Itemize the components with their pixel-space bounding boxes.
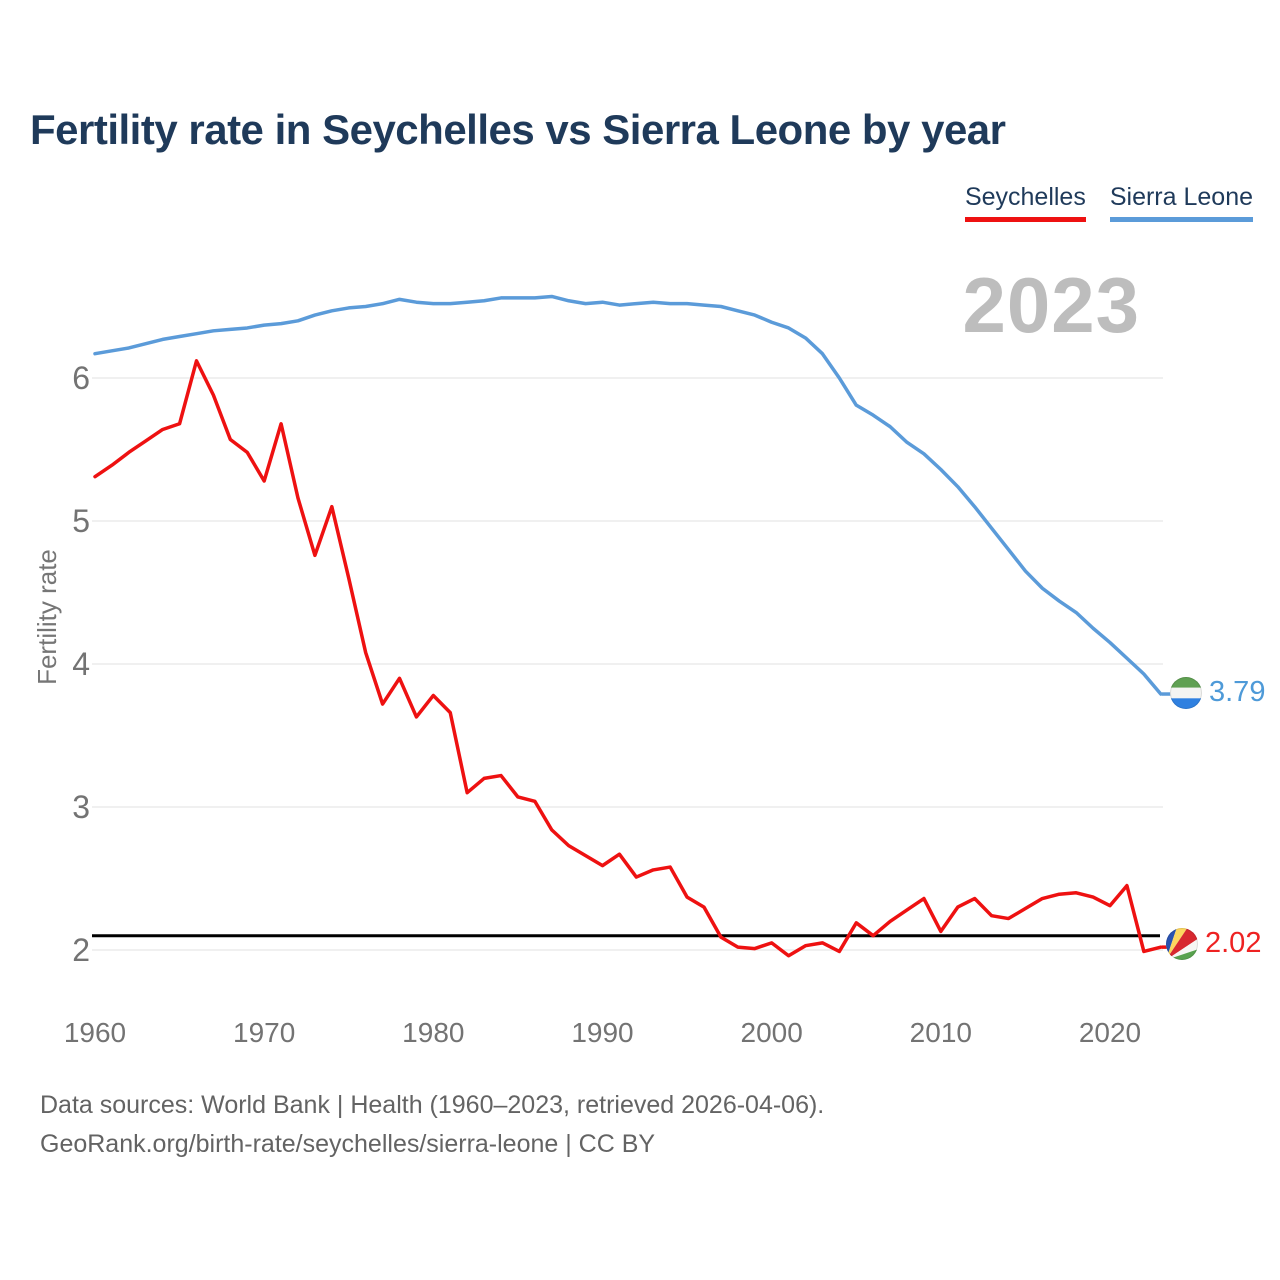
legend-label-seychelles: Seychelles <box>964 183 1086 211</box>
legend-label-sierra-leone: Sierra Leone <box>1109 183 1253 211</box>
y-tick-label-4: 4 <box>72 646 90 682</box>
end-label-sierra-leone: 3.79 <box>1170 676 1265 709</box>
x-tick-label-1960: 1960 <box>64 1017 126 1048</box>
end-label-seychelles: 2.02 <box>1166 927 1261 960</box>
legend-item-sierra-leone[interactable]: Sierra Leone <box>1109 183 1253 222</box>
x-tick-label-1980: 1980 <box>402 1017 464 1048</box>
x-tick-label-2010: 2010 <box>910 1017 972 1048</box>
source-line-2: GeoRank.org/birth-rate/seychelles/sierra… <box>40 1130 656 1158</box>
legend-item-seychelles[interactable]: Seychelles <box>964 183 1086 222</box>
legend: Seychelles Sierra Leone <box>964 183 1253 222</box>
x-tick-label-1990: 1990 <box>571 1017 633 1048</box>
source-line-1: Data sources: World Bank | Health (1960–… <box>40 1091 825 1119</box>
x-tick-label-1970: 1970 <box>233 1017 295 1048</box>
chart-title: Fertility rate in Seychelles vs Sierra L… <box>30 106 1006 153</box>
y-axis-title: Fertility rate <box>32 549 62 685</box>
y-tick-label-3: 3 <box>72 789 90 825</box>
y-tick-label-2: 2 <box>72 932 90 968</box>
series-line-sierra-leone[interactable] <box>93 294 1163 696</box>
end-value-seychelles: 2.02 <box>1205 927 1262 959</box>
sierra-leone-flag-icon <box>1170 676 1202 709</box>
y-tick-label-5: 5 <box>72 503 90 539</box>
x-tick-label-2020: 2020 <box>1079 1017 1141 1048</box>
source-note: Data sources: World Bank | Health (1960–… <box>40 1086 824 1164</box>
x-tick-label-2000: 2000 <box>741 1017 803 1048</box>
end-value-sierra-leone: 3.79 <box>1209 676 1266 708</box>
series-line-seychelles[interactable] <box>93 359 1163 958</box>
seychelles-flag-icon <box>1166 927 1198 960</box>
y-tick-label-6: 6 <box>72 360 90 396</box>
year-watermark: 2023 <box>962 261 1140 349</box>
